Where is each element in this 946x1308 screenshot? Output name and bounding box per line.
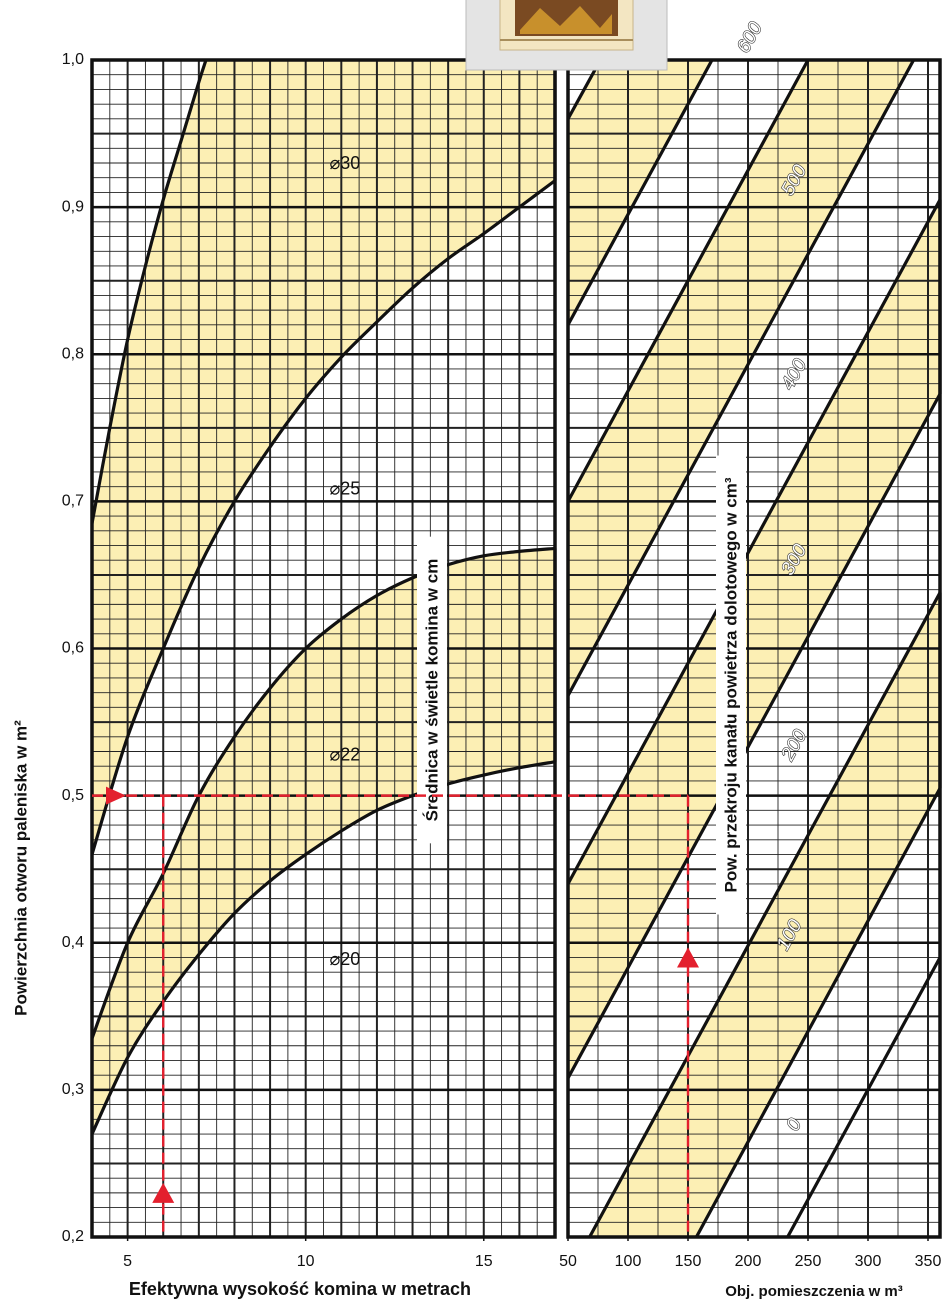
curve: [566, 59, 810, 503]
curve: [90, 546, 556, 1039]
x-tick-label: 150: [675, 1253, 702, 1270]
curve: [566, 393, 942, 1079]
y-tick-label: 0,7: [62, 493, 84, 510]
panel-frame: [90, 58, 557, 1239]
axis-title: Średnica w świetle komina w cm: [422, 559, 441, 822]
y-tick-label: 1,0: [62, 51, 84, 68]
curve: [588, 591, 942, 1238]
frames: [90, 58, 942, 1241]
curve: [90, 179, 556, 855]
y-axis-label: Powierzchnia otworu paleniska w m²: [11, 720, 30, 1016]
example: [92, 786, 699, 1237]
axis-title-bg: [716, 455, 746, 915]
curve: [566, 199, 942, 885]
example-arrow: [106, 786, 126, 805]
axis-title-group: Średnica w świetle komina w cm: [417, 536, 447, 844]
x-tick-label: 50: [559, 1253, 577, 1270]
curves: [90, 59, 942, 1238]
x-axis-label: Obj. pomieszczenia w m³: [725, 1283, 903, 1300]
x-tick-label: 300: [855, 1253, 882, 1270]
curve-label: ⌀30: [329, 153, 360, 173]
curve: [566, 59, 714, 326]
curve: [786, 956, 942, 1238]
axis-title-bg: [417, 536, 447, 844]
x-tick-label: 5: [123, 1253, 132, 1270]
band-fill: [92, 60, 555, 855]
panel-frame: [566, 58, 942, 1239]
y-tick-label: 0,2: [62, 1228, 84, 1245]
x-tick-label: 200: [735, 1253, 762, 1270]
y-tick-label: 0,4: [62, 934, 84, 951]
y-tick-label: 0,5: [62, 787, 84, 804]
y-tick-label: 0,3: [62, 1081, 84, 1098]
inset-fire: [520, 6, 612, 34]
x-tick-label: 250: [795, 1253, 822, 1270]
axis-title: Pow. przekroju kanału powietrza dolotowe…: [721, 477, 740, 892]
band-fill: [568, 199, 940, 1079]
example-arrow: [152, 1182, 175, 1203]
curve-label: ⌀22: [329, 745, 360, 765]
x-tick-label: 10: [297, 1253, 315, 1270]
curve-label: ⌀25: [329, 478, 360, 498]
x-tick-label: 15: [475, 1253, 493, 1270]
example-arrow: [677, 947, 699, 968]
curve-label: ⌀20: [329, 949, 360, 969]
x-tick-label: 100: [615, 1253, 642, 1270]
inset-image: [465, 0, 668, 71]
grid: [91, 58, 940, 1239]
labels: 5 10 15 ⌀30 ⌀25 ⌀22 ⌀20 Średnica w świetle komi…: [11, 18, 941, 1300]
y-tick-label: 0,8: [62, 345, 84, 362]
axis-title-group: Pow. przekroju kanału powietrza dolotowe…: [716, 455, 746, 915]
curve: [694, 787, 942, 1238]
x-tick-label: 350: [915, 1253, 942, 1270]
y-tick-label: 0,6: [62, 640, 84, 657]
curve: [90, 59, 208, 524]
y-tick-label: 0,9: [62, 198, 84, 215]
x-axis-label: Efektywna wysokość komina w metrach: [129, 1279, 471, 1299]
plot: 5 10 15 ⌀30 ⌀25 ⌀22 ⌀20 Średnica w świetle komi…: [11, 18, 942, 1300]
curve: [566, 59, 916, 697]
